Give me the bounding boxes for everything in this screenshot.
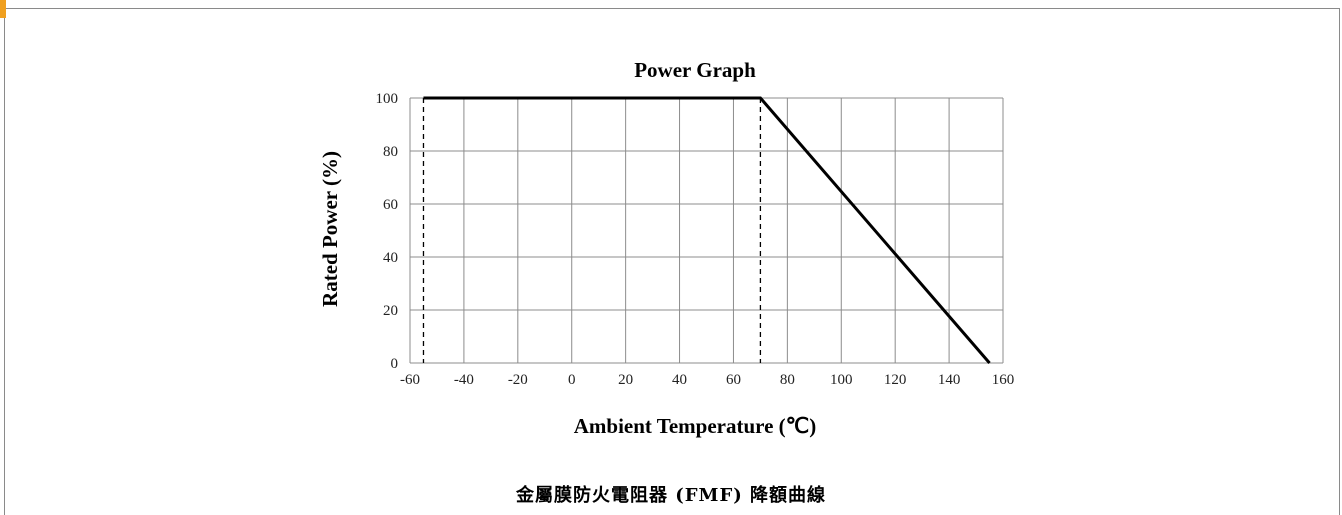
chart-title: Power Graph (634, 58, 756, 82)
y-tick-label: 60 (383, 197, 398, 213)
x-axis-label: Ambient Temperature (℃) (574, 414, 817, 438)
x-tick-label: -60 (400, 372, 420, 388)
tick-labels: -60 -40 -20 0 20 40 60 80 100 120 140 160 0 20 40 60 80 1… (376, 91, 1015, 388)
y-tick-label: 40 (383, 250, 398, 266)
derating-curve (423, 96, 991, 364)
grid (409, 97, 1004, 364)
y-axis-label: Rated Power (%) (318, 151, 342, 307)
power-derating-chart: -60 -40 -20 0 20 40 60 80 100 120 140 160 0 20 40 60 80 1… (318, 58, 1015, 438)
y-tick-label: 20 (383, 303, 398, 319)
y-tick-label: 80 (383, 144, 398, 160)
series-layer (423, 96, 991, 364)
y-tick-label: 0 (391, 356, 399, 372)
x-tick-label: 100 (830, 372, 853, 388)
corner-marker (0, 0, 6, 18)
x-tick-label: 60 (726, 372, 741, 388)
x-tick-label: 140 (938, 372, 961, 388)
x-tick-label: -40 (454, 372, 474, 388)
x-tick-label: 40 (672, 372, 687, 388)
x-tick-label: -20 (508, 372, 528, 388)
x-tick-label: 80 (780, 372, 795, 388)
figure-caption: 金屬膜防火電阻器 (FMF) 降額曲線 (515, 485, 827, 506)
x-tick-label: 120 (884, 372, 907, 388)
x-tick-label: 0 (568, 372, 576, 388)
figure-frame (4, 8, 1340, 515)
y-tick-label: 100 (376, 91, 399, 107)
x-tick-label: 160 (992, 372, 1015, 388)
reference-lines (422, 98, 762, 363)
x-tick-label: 20 (618, 372, 633, 388)
